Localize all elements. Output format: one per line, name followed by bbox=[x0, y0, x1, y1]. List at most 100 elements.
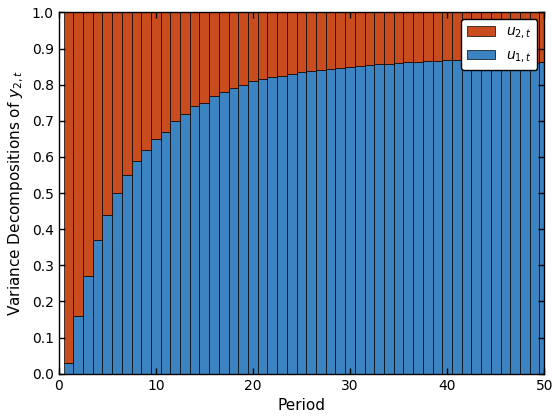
Bar bbox=[374, 64, 384, 374]
Bar bbox=[102, 13, 112, 215]
Bar bbox=[403, 13, 413, 62]
Bar bbox=[141, 13, 151, 150]
Bar bbox=[209, 95, 219, 374]
Bar bbox=[239, 13, 248, 85]
Bar bbox=[161, 13, 170, 131]
Bar bbox=[403, 62, 413, 374]
Bar bbox=[510, 13, 520, 62]
Bar bbox=[433, 61, 442, 374]
Bar bbox=[501, 13, 510, 62]
Bar bbox=[345, 13, 355, 67]
Bar bbox=[287, 74, 297, 374]
Bar bbox=[306, 13, 316, 71]
Bar bbox=[520, 13, 530, 61]
Bar bbox=[170, 121, 180, 374]
Bar bbox=[539, 13, 549, 62]
Bar bbox=[248, 13, 258, 81]
Bar bbox=[180, 113, 190, 374]
Bar bbox=[462, 13, 472, 59]
Bar bbox=[228, 88, 239, 374]
Bar bbox=[190, 106, 199, 374]
Bar bbox=[316, 70, 326, 374]
Bar bbox=[452, 13, 462, 60]
Bar bbox=[151, 139, 161, 374]
Bar bbox=[122, 175, 132, 374]
Bar bbox=[306, 71, 316, 374]
Bar bbox=[442, 60, 452, 374]
Bar bbox=[151, 13, 161, 139]
Bar bbox=[63, 363, 73, 374]
Bar bbox=[491, 13, 501, 62]
X-axis label: Period: Period bbox=[278, 398, 325, 413]
Bar bbox=[112, 13, 122, 193]
Bar bbox=[258, 79, 268, 374]
Bar bbox=[530, 63, 539, 374]
Bar bbox=[190, 13, 199, 106]
Bar bbox=[92, 13, 102, 240]
Bar bbox=[248, 81, 258, 374]
Bar bbox=[73, 13, 83, 316]
Bar bbox=[73, 316, 83, 374]
Bar bbox=[452, 60, 462, 374]
Bar bbox=[239, 85, 248, 374]
Bar bbox=[423, 13, 433, 61]
Bar bbox=[199, 103, 209, 374]
Bar bbox=[132, 13, 141, 160]
Bar bbox=[374, 13, 384, 64]
Bar bbox=[83, 276, 92, 374]
Bar bbox=[472, 13, 481, 59]
Bar bbox=[199, 13, 209, 103]
Bar bbox=[510, 62, 520, 374]
Bar bbox=[355, 13, 365, 66]
Bar bbox=[297, 13, 306, 72]
Bar bbox=[161, 131, 170, 374]
Bar bbox=[132, 160, 141, 374]
Bar bbox=[228, 13, 239, 88]
Bar bbox=[209, 13, 219, 95]
Bar bbox=[394, 63, 403, 374]
Y-axis label: Variance Decompositions of $y_{2,t}$: Variance Decompositions of $y_{2,t}$ bbox=[7, 70, 26, 316]
Bar bbox=[316, 13, 326, 70]
Bar bbox=[219, 13, 228, 92]
Bar bbox=[112, 193, 122, 374]
Bar bbox=[365, 65, 374, 374]
Bar bbox=[326, 13, 335, 69]
Bar bbox=[355, 66, 365, 374]
Bar bbox=[297, 72, 306, 374]
Bar bbox=[345, 67, 355, 374]
Bar bbox=[335, 68, 345, 374]
Bar bbox=[63, 13, 73, 363]
Bar bbox=[170, 13, 180, 121]
Bar bbox=[520, 61, 530, 374]
Bar bbox=[287, 13, 297, 74]
Bar bbox=[394, 13, 403, 63]
Bar bbox=[462, 59, 472, 374]
Bar bbox=[258, 13, 268, 79]
Bar bbox=[539, 62, 549, 374]
Bar bbox=[180, 13, 190, 113]
Bar bbox=[365, 13, 374, 65]
Bar bbox=[219, 92, 228, 374]
Bar bbox=[433, 13, 442, 61]
Bar bbox=[268, 13, 277, 77]
Bar bbox=[481, 13, 491, 63]
Bar bbox=[501, 62, 510, 374]
Bar bbox=[413, 62, 423, 374]
Bar bbox=[384, 64, 394, 374]
Bar bbox=[530, 13, 539, 63]
Bar bbox=[472, 59, 481, 374]
Bar bbox=[326, 69, 335, 374]
Bar bbox=[491, 62, 501, 374]
Legend: $u_{2,t}$, $u_{1,t}$: $u_{2,t}$, $u_{1,t}$ bbox=[461, 19, 538, 70]
Bar bbox=[122, 13, 132, 175]
Bar bbox=[384, 13, 394, 64]
Bar bbox=[141, 150, 151, 374]
Bar bbox=[92, 240, 102, 374]
Bar bbox=[442, 13, 452, 60]
Bar bbox=[83, 13, 92, 276]
Bar bbox=[102, 215, 112, 374]
Bar bbox=[268, 77, 277, 374]
Bar bbox=[277, 76, 287, 374]
Bar bbox=[413, 13, 423, 62]
Bar bbox=[335, 13, 345, 68]
